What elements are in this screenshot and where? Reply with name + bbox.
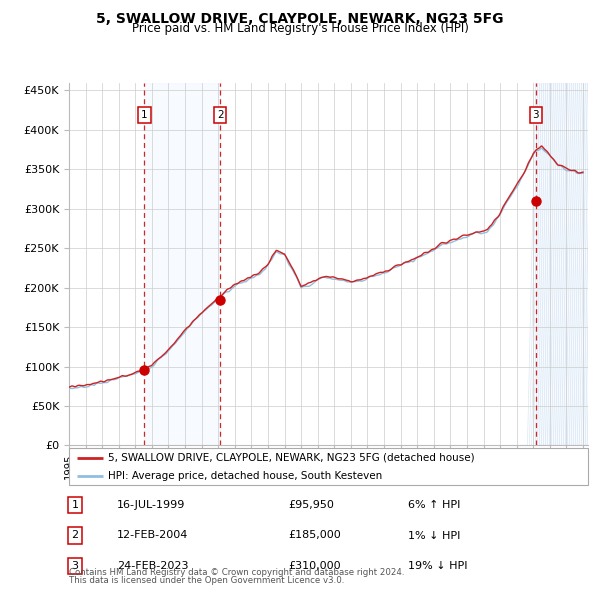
Text: 2: 2 bbox=[217, 110, 224, 120]
Bar bbox=[144, 83, 220, 445]
Text: 6% ↑ HPI: 6% ↑ HPI bbox=[408, 500, 460, 510]
Text: 16-JUL-1999: 16-JUL-1999 bbox=[117, 500, 185, 510]
Text: 19% ↓ HPI: 19% ↓ HPI bbox=[408, 561, 467, 571]
Text: 1: 1 bbox=[71, 500, 79, 510]
Text: Price paid vs. HM Land Registry's House Price Index (HPI): Price paid vs. HM Land Registry's House … bbox=[131, 22, 469, 35]
Text: 2: 2 bbox=[71, 530, 79, 540]
Text: Contains HM Land Registry data © Crown copyright and database right 2024.: Contains HM Land Registry data © Crown c… bbox=[69, 568, 404, 577]
Text: 3: 3 bbox=[71, 561, 79, 571]
Text: 24-FEB-2023: 24-FEB-2023 bbox=[117, 561, 188, 571]
Bar bbox=[536, 83, 588, 445]
Text: £95,950: £95,950 bbox=[288, 500, 334, 510]
Text: £310,000: £310,000 bbox=[288, 561, 341, 571]
FancyBboxPatch shape bbox=[69, 448, 588, 485]
Text: This data is licensed under the Open Government Licence v3.0.: This data is licensed under the Open Gov… bbox=[69, 576, 344, 585]
Text: 5, SWALLOW DRIVE, CLAYPOLE, NEWARK, NG23 5FG (detached house): 5, SWALLOW DRIVE, CLAYPOLE, NEWARK, NG23… bbox=[108, 453, 475, 463]
Text: 12-FEB-2004: 12-FEB-2004 bbox=[117, 530, 188, 540]
Text: £185,000: £185,000 bbox=[288, 530, 341, 540]
Text: HPI: Average price, detached house, South Kesteven: HPI: Average price, detached house, Sout… bbox=[108, 471, 382, 481]
Text: 5, SWALLOW DRIVE, CLAYPOLE, NEWARK, NG23 5FG: 5, SWALLOW DRIVE, CLAYPOLE, NEWARK, NG23… bbox=[96, 12, 504, 26]
Text: 3: 3 bbox=[532, 110, 539, 120]
Text: 1: 1 bbox=[141, 110, 148, 120]
Text: 1% ↓ HPI: 1% ↓ HPI bbox=[408, 530, 460, 540]
